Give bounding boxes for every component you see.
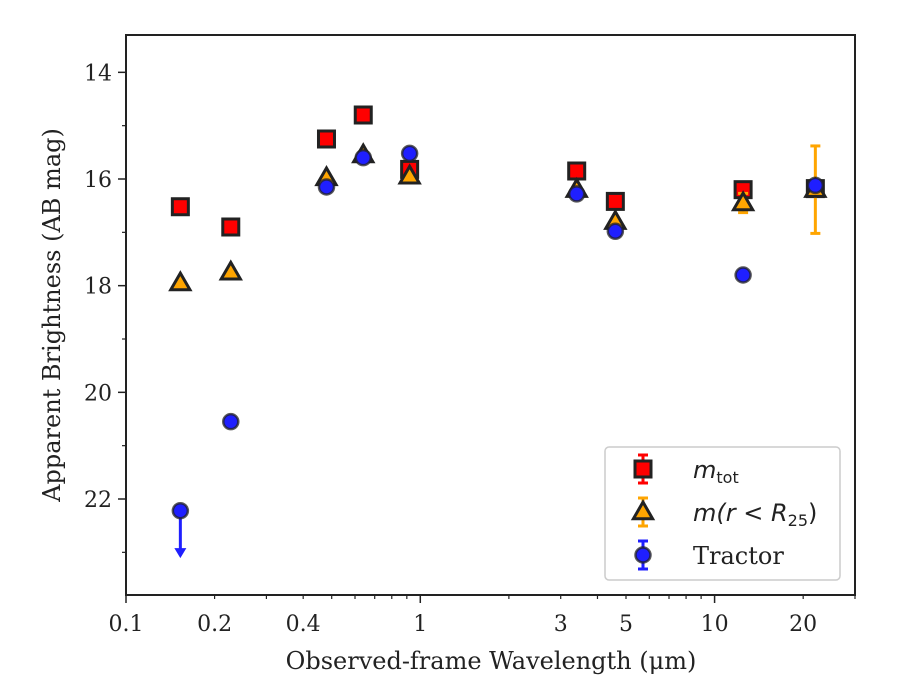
- data-point-square: [353, 105, 373, 125]
- data-point-circle: [317, 178, 336, 196]
- series-2: [171, 144, 825, 559]
- data-point-triangle: [168, 270, 193, 292]
- y-tick-label: 18: [84, 275, 112, 300]
- data-point-square: [170, 197, 190, 217]
- data-point-circle: [806, 176, 825, 195]
- legend-box: [604, 446, 841, 581]
- y-tick-label: 14: [84, 61, 112, 86]
- y-axis-label: Apparent Brightness (AB mag): [38, 128, 66, 503]
- data-points: [168, 105, 828, 559]
- legend-label: mtot: [693, 456, 739, 487]
- data-point-circle: [222, 412, 240, 431]
- legend-entry-2: Tractor: [634, 539, 784, 571]
- data-point-circle: [606, 222, 625, 241]
- data-point-circle: [734, 266, 752, 284]
- data-point-triangle: [218, 259, 243, 281]
- x-tick-label: 0.4: [286, 612, 321, 637]
- x-tick-label: 20: [789, 612, 817, 637]
- data-point-circle: [354, 148, 373, 167]
- x-tick-label: 3: [554, 612, 568, 637]
- data-point-square: [605, 191, 625, 211]
- upper-limit-arrow-head: [174, 548, 187, 559]
- legend: mtot m(r < R25) Tractor: [604, 446, 841, 581]
- series-0: [170, 105, 825, 237]
- data-point-triangle: [397, 163, 422, 185]
- x-axis-label: Observed-frame Wavelength (μm): [286, 647, 697, 675]
- data-point-circle: [567, 185, 586, 203]
- legend-marker-circle: [634, 546, 652, 564]
- legend-label: m(r < R25): [693, 499, 817, 530]
- legend-entry-0: mtot: [633, 453, 739, 487]
- x-tick-label: 0.2: [197, 612, 232, 637]
- data-point-triangle: [730, 190, 756, 212]
- data-point-square: [567, 161, 587, 181]
- data-point-circle: [400, 144, 419, 163]
- data-point-circle: [171, 501, 190, 520]
- x-tick-label: 10: [701, 612, 729, 637]
- axes: 0.1 0.2 0.4 1 3 5 10 20 14 16 18 20 22: [84, 34, 856, 637]
- legend-label: Tractor: [693, 542, 784, 570]
- x-tick-label: 1: [413, 612, 427, 637]
- legend-entry-1: m(r < R25): [630, 496, 817, 530]
- series-1: [168, 142, 828, 292]
- data-point-square: [221, 217, 241, 237]
- legend-marker-square: [633, 459, 653, 479]
- legend-marker-triangle: [630, 499, 656, 521]
- y-tick-label: 22: [84, 488, 112, 513]
- y-tick-label: 20: [84, 381, 112, 406]
- x-tick-label: 0.1: [109, 612, 144, 637]
- plot-frame: [125, 34, 856, 596]
- data-point-square: [316, 129, 336, 149]
- y-tick-label: 16: [84, 168, 112, 193]
- x-tick-label: 5: [619, 612, 633, 637]
